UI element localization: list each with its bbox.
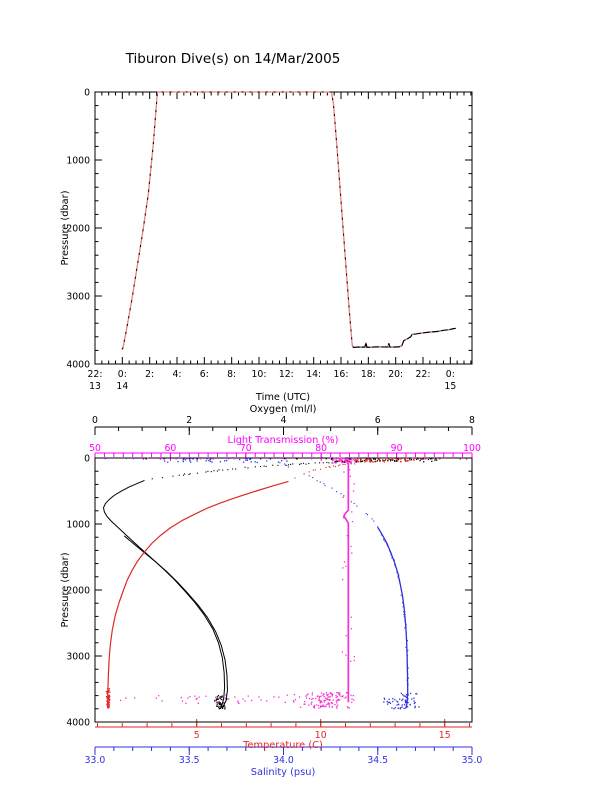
figure-title: Tiburon Dive(s) on 14/Mar/2005	[125, 51, 341, 67]
temperature-axis-title: Temperature (C)	[242, 740, 323, 751]
svg-text:3000: 3000	[66, 291, 90, 302]
salinity-axis-title: Salinity (psu)	[251, 767, 316, 778]
svg-text:0: 0	[92, 415, 98, 426]
svg-text:2: 2	[186, 415, 192, 426]
svg-text:15: 15	[444, 381, 456, 392]
svg-text:0: 0	[84, 453, 90, 464]
svg-text:14: 14	[116, 381, 128, 392]
svg-text:33.0: 33.0	[85, 755, 106, 766]
svg-text:12:: 12:	[279, 369, 294, 380]
oxygen-axis-title: Oxygen (ml/l)	[250, 404, 317, 415]
svg-text:0:: 0:	[446, 369, 455, 380]
svg-text:8:: 8:	[227, 369, 236, 380]
svg-text:34.0: 34.0	[273, 755, 294, 766]
svg-text:50: 50	[89, 443, 101, 454]
svg-text:80: 80	[315, 443, 327, 454]
svg-text:14:: 14:	[306, 369, 321, 380]
bottom-chart-ylabel: Pressure (dbar)	[60, 552, 71, 627]
svg-text:10: 10	[315, 730, 327, 741]
svg-text:16:: 16:	[334, 369, 349, 380]
svg-text:33.5: 33.5	[179, 755, 200, 766]
svg-text:6: 6	[375, 415, 381, 426]
svg-text:34.5: 34.5	[367, 755, 388, 766]
svg-text:13: 13	[89, 381, 101, 392]
svg-text:15: 15	[439, 730, 451, 741]
svg-text:5: 5	[194, 730, 200, 741]
svg-text:1000: 1000	[66, 519, 90, 530]
top-chart-ylabel: Pressure (dbar)	[60, 190, 71, 265]
svg-text:70: 70	[240, 443, 252, 454]
svg-text:18:: 18:	[361, 369, 376, 380]
svg-text:8: 8	[469, 415, 475, 426]
svg-text:2000: 2000	[66, 585, 90, 596]
light-transmission-axis-title: Light Transmission (%)	[228, 435, 339, 446]
svg-text:6:: 6:	[200, 369, 209, 380]
svg-text:4:: 4:	[172, 369, 181, 380]
svg-text:4000: 4000	[66, 359, 90, 370]
svg-text:22:: 22:	[416, 369, 431, 380]
svg-text:22:: 22:	[88, 369, 103, 380]
svg-text:2:: 2:	[145, 369, 154, 380]
svg-text:3000: 3000	[66, 651, 90, 662]
svg-text:10:: 10:	[252, 369, 267, 380]
top-chart-xlabel: Time (UTC)	[255, 392, 310, 403]
svg-text:4000: 4000	[66, 717, 90, 728]
svg-text:90: 90	[391, 443, 403, 454]
svg-text:2000: 2000	[66, 223, 90, 234]
svg-text:0: 0	[84, 87, 90, 98]
svg-text:0:: 0:	[118, 369, 127, 380]
svg-text:35.0: 35.0	[462, 755, 483, 766]
svg-text:100: 100	[463, 443, 481, 454]
bottom-chart: 0 2 4 6 8 50 60 70 80 90 100 5 10 15 33.0 33.5 34.0 34.5 3…	[66, 415, 482, 766]
svg-text:4: 4	[281, 415, 287, 426]
svg-text:20:: 20:	[388, 369, 403, 380]
svg-text:60: 60	[164, 443, 176, 454]
svg-text:1000: 1000	[66, 155, 90, 166]
